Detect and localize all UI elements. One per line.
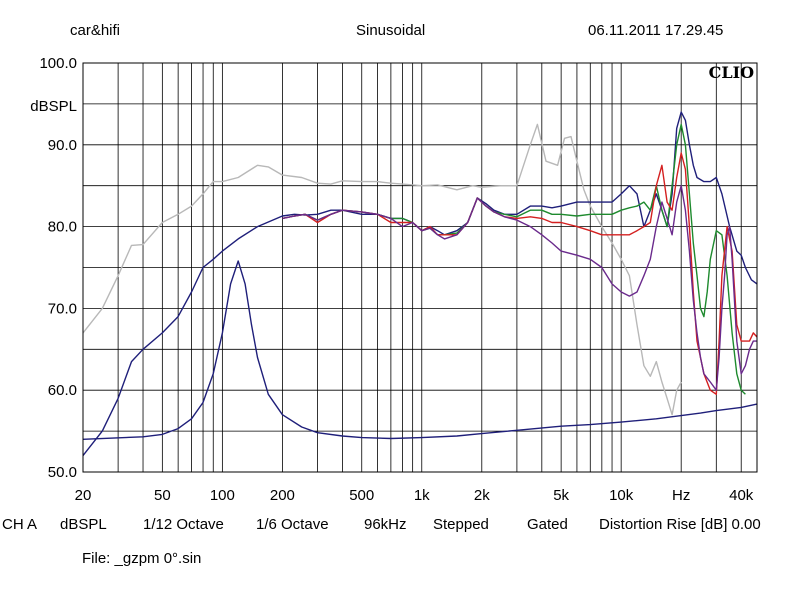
- x-tick-label: 5k: [553, 487, 569, 504]
- series-line-1: [82, 123, 682, 416]
- x-tick-label: 10k: [609, 487, 634, 504]
- resolution-label: 1/6 Octave: [256, 516, 329, 533]
- x-tick-label: 40k: [729, 487, 754, 504]
- sample-rate-label: 96kHz: [364, 516, 407, 533]
- y-tick-labels: 100.0 90.0 80.0 70.0 60.0 50.0: [39, 55, 77, 481]
- header-mode: Sinusoidal: [356, 22, 426, 39]
- chart-curves: [82, 111, 758, 457]
- measurement-settings: CH A dBSPL 1/12 Octave 1/6 Octave 96kHz …: [0, 516, 800, 536]
- gated-label: Gated: [527, 516, 568, 533]
- x-tick-label: 20: [75, 487, 92, 504]
- smoothing-label: 1/12 Octave: [143, 516, 224, 533]
- x-tick-label: 50: [154, 487, 171, 504]
- x-tick-labels: 20 50 100 200 500 1k 2k 5k 10k Hz 40k: [75, 487, 754, 504]
- series-line-2: [82, 111, 758, 457]
- y-tick-label: 60.0: [48, 382, 77, 399]
- plot-frame: [82, 62, 758, 473]
- x-tick-label: 2k: [474, 487, 490, 504]
- y-tick-label: 100.0: [39, 55, 77, 72]
- header-brand: car&hifi: [70, 22, 121, 39]
- x-tick-label: Hz: [672, 487, 690, 504]
- stepped-label: Stepped: [433, 516, 489, 533]
- series-line-4: [282, 152, 758, 395]
- x-tick-label: 200: [270, 487, 295, 504]
- x-tick-label: 100: [210, 487, 235, 504]
- series-line-5: [282, 185, 757, 391]
- x-tick-label: 500: [349, 487, 374, 504]
- distortion-rise-label: Distortion Rise [dB] 0.00: [599, 516, 761, 533]
- channel-label: CH A: [2, 516, 38, 533]
- y-tick-label: 70.0: [48, 300, 77, 317]
- y-axis-label: dBSPL: [30, 98, 77, 115]
- chart-grid: [82, 63, 757, 472]
- file-name: File: _gzpm 0°.sin: [82, 550, 202, 567]
- clio-logo: CLIO: [709, 63, 754, 82]
- series-line-3: [282, 123, 746, 395]
- series-line-6: [82, 260, 758, 440]
- y-tick-label: 80.0: [48, 219, 77, 236]
- x-tick-label: 1k: [414, 487, 430, 504]
- y-tick-label: 50.0: [48, 464, 77, 481]
- header-timestamp: 06.11.2011 17.29.45: [588, 22, 724, 39]
- unit-label: dBSPL: [60, 516, 107, 533]
- y-tick-label: 90.0: [48, 137, 77, 154]
